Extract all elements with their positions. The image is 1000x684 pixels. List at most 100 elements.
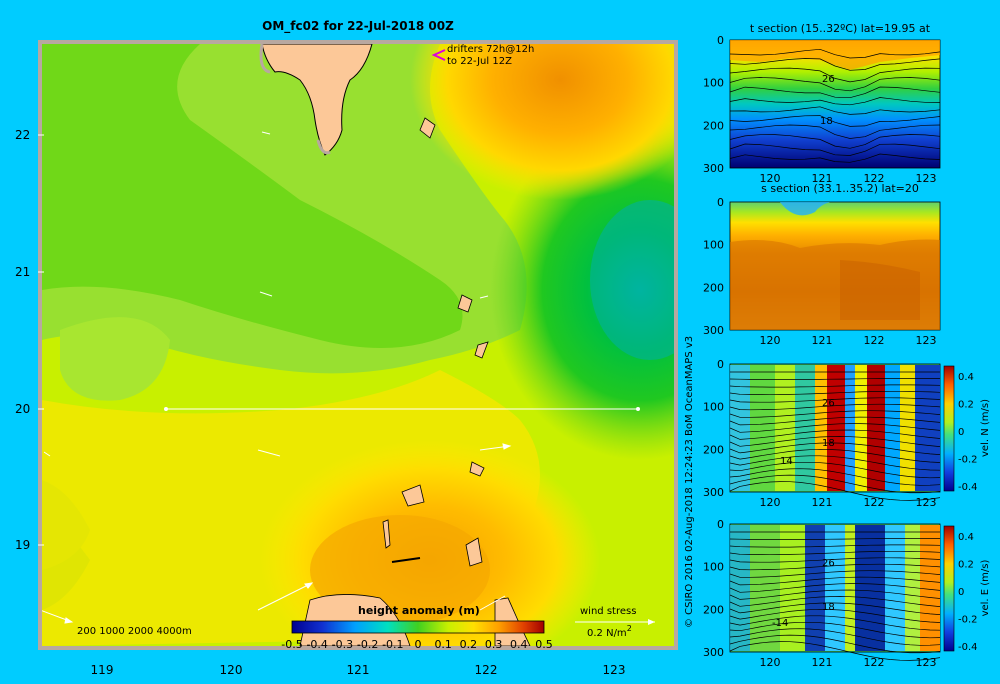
vel-colorbar-tick: 0.2 [958, 400, 974, 411]
section-depth-tick: 0 [717, 358, 724, 371]
vel-colorbar-tick: -0.4 [958, 482, 978, 493]
temp-contour-label-26: 26 [822, 74, 835, 85]
section-depth-tick: 200 [703, 119, 724, 132]
temperature-section: 26 18 [729, 39, 941, 169]
section-panels: t section (15..32ºC) lat=19.95 at s sect… [684, 22, 991, 669]
vele-contour-label-14: -14 [772, 618, 788, 629]
map-y-tick-label: 19 [15, 538, 30, 552]
credit-text: © CSIRO 2016 02-Aug-2018 12:24:23 BoM Oc… [684, 336, 695, 628]
section-depth-tick: 100 [703, 239, 724, 252]
section-lon-tick: 120 [760, 496, 781, 509]
section-depth-tick: 300 [703, 324, 724, 337]
section-depth-tick: 100 [703, 561, 724, 574]
salt-section-title: s section (33.1..35.2) lat=20 [761, 182, 919, 195]
wind-scale-value: 0.2 N/m2 [587, 624, 632, 639]
section-lon-tick: 120 [760, 172, 781, 185]
section-lon-tick: 123 [916, 334, 937, 347]
map-x-tick-label: 119 [91, 663, 114, 677]
section-lon-tick: 121 [812, 172, 833, 185]
map-x-axis: 119 120 121 122 123 [91, 663, 626, 677]
veln-colorbar-label: vel. N (m/s) [980, 399, 991, 457]
section-lon-tick: 123 [916, 496, 937, 509]
colorbar-tick-label: -0.3 [332, 638, 353, 651]
map-title: OM_fc02 for 22-Jul-2018 00Z [262, 19, 454, 34]
vel-colorbar-tick: 0.4 [958, 532, 974, 543]
vele-colorbar [943, 525, 955, 652]
section-lon-tick: 123 [916, 656, 937, 669]
section-lon-tick: 121 [812, 656, 833, 669]
drifter-marker-icon [431, 49, 446, 61]
vel-colorbar-tick: -0.2 [958, 455, 978, 466]
velocity-east-section: 26 18 -14 0.4 0.2 0 -0.2 -0.4 vel. E (m/s) [729, 523, 991, 661]
temp-contour-label-18: 18 [820, 116, 833, 127]
height-anomaly-colorbar [291, 620, 545, 634]
height-anomaly-map: drifters 72h@12h to 22-Jul 12Z 200 1000 … [15, 19, 678, 677]
map-y-tick-label: 21 [15, 265, 30, 279]
vel-colorbar-tick: -0.2 [958, 615, 978, 626]
section-lon-tick: 121 [812, 496, 833, 509]
section-depth-tick: 100 [703, 77, 724, 90]
vel-colorbar-tick: -0.4 [958, 642, 978, 653]
colorbar-tick-label: 0.1 [434, 638, 452, 651]
map-x-tick-label: 120 [220, 663, 243, 677]
map-y-axis: 22 21 20 19 [15, 128, 44, 552]
map-field [42, 44, 674, 646]
section-lon-tick: 120 [760, 656, 781, 669]
drifters-label-line1: drifters 72h@12h [447, 44, 534, 55]
colorbar-tick-label: -0.4 [306, 638, 327, 651]
section-lon-tick: 123 [916, 172, 937, 185]
wind-arrows [42, 131, 512, 624]
vel-colorbar-tick: 0.2 [958, 560, 974, 571]
vele-contour-label-26: 26 [822, 558, 835, 569]
veln-contour-label-18: 18 [822, 438, 835, 449]
section-depth-tick: 200 [703, 281, 724, 294]
velocity-north-section: 26 18 14 0.4 0.2 0 -0.2 -0.4 vel. N (m/s) [729, 363, 991, 501]
map-x-tick-label: 122 [475, 663, 498, 677]
vel-colorbar-tick: 0 [958, 587, 964, 598]
colorbar-tick-label: -0.1 [382, 638, 403, 651]
vele-colorbar-label: vel. E (m/s) [980, 559, 991, 616]
veln-contour-label-26: 26 [822, 398, 835, 409]
vel-colorbar-tick: 0.4 [958, 372, 974, 383]
colorbar-tick-label: -0.2 [357, 638, 378, 651]
section-lon-tick: 122 [864, 656, 885, 669]
colorbar-tick-label: 0 [415, 638, 422, 651]
section-lon-tick: 120 [760, 334, 781, 347]
colorbar-tick-label: 0.2 [460, 638, 478, 651]
section-lon-tick: 122 [864, 172, 885, 185]
section-depth-tick: 200 [703, 443, 724, 456]
drifters-label-line2: to 22-Jul 12Z [447, 56, 512, 67]
section-axes: 0 100 200 300 120 121 122 123 0 100 200 300 120 121 12… [703, 34, 937, 669]
map-x-tick-label: 123 [603, 663, 626, 677]
section-depth-tick: 300 [703, 162, 724, 175]
map-x-tick-label: 121 [347, 663, 370, 677]
colorbar-ticks: -0.5 -0.4 -0.3 -0.2 -0.1 0 0.1 0.2 0.3 0.4 0.5 [281, 638, 552, 651]
colorbar-tick-label: 0.5 [535, 638, 553, 651]
colorbar-tick-label: 0.3 [485, 638, 503, 651]
section-depth-tick: 0 [717, 196, 724, 209]
vel-colorbar-tick: 0 [958, 427, 964, 438]
temp-section-title: t section (15..32ºC) lat=19.95 at [750, 22, 931, 35]
salinity-section [729, 201, 941, 331]
map-y-tick-label: 20 [15, 402, 30, 416]
section-depth-tick: 300 [703, 486, 724, 499]
map-y-tick-label: 22 [15, 128, 30, 142]
veln-colorbar [943, 365, 955, 492]
section-lon-tick: 122 [864, 496, 885, 509]
section-depth-tick: 200 [703, 603, 724, 616]
section-lon-tick: 121 [812, 334, 833, 347]
section-depth-tick: 300 [703, 646, 724, 659]
section-depth-tick: 100 [703, 401, 724, 414]
bathymetry-legend: 200 1000 2000 4000m [77, 626, 192, 637]
section-lon-tick: 122 [864, 334, 885, 347]
section-depth-tick: 0 [717, 518, 724, 531]
vele-contour-label-18: 18 [822, 602, 835, 613]
colorbar-tick-label: -0.5 [281, 638, 302, 651]
section-depth-tick: 0 [717, 34, 724, 47]
wind-stress-label: wind stress [580, 606, 636, 617]
colorbar-title: height anomaly (m) [358, 604, 480, 617]
veln-contour-label-14: 14 [780, 456, 793, 467]
colorbar-tick-label: 0.4 [510, 638, 528, 651]
